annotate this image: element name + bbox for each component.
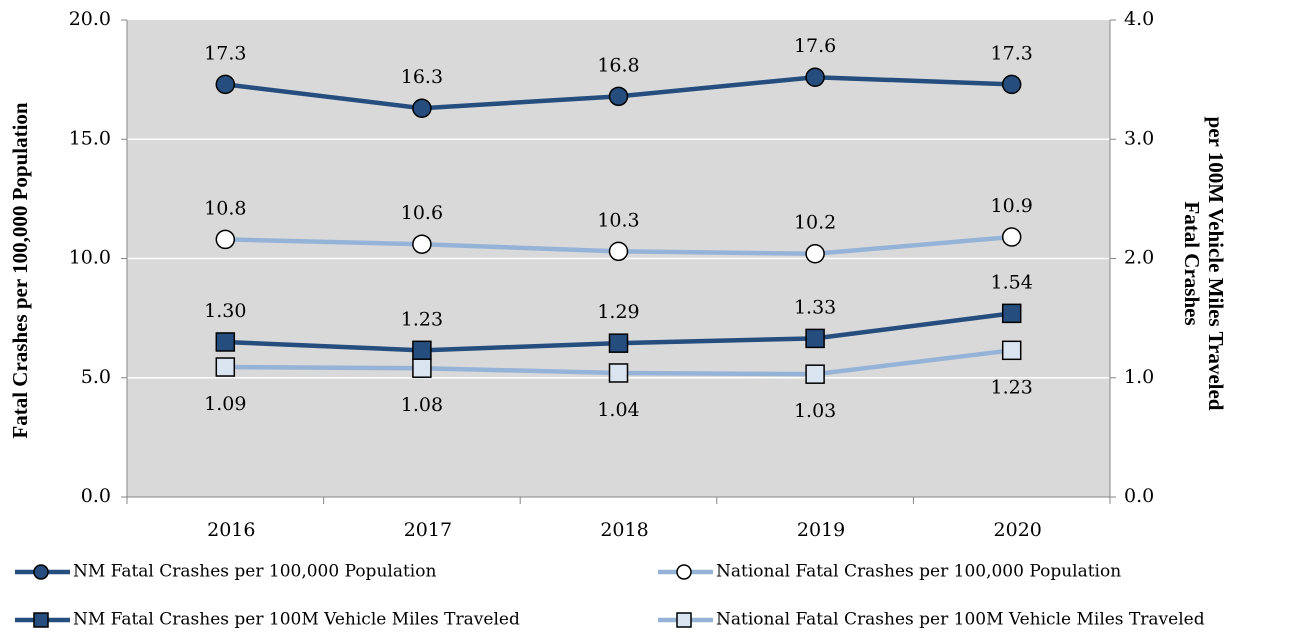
legend-marker	[676, 612, 692, 628]
data-point	[215, 74, 236, 95]
y2-tick-label: 0.0	[1124, 485, 1154, 507]
y2-tick-label: 2.0	[1124, 247, 1154, 269]
y-tick-label: 0.0	[81, 485, 111, 507]
y-axis-title: Fatal Crashes per 100,000 Population	[8, 102, 32, 439]
legend-marker	[33, 564, 49, 580]
data-label: 16.8	[597, 54, 639, 76]
data-label: 1.08	[401, 394, 443, 416]
data-label: 1.09	[204, 393, 246, 415]
data-point	[215, 229, 236, 250]
data-label: 17.6	[794, 35, 836, 57]
y-tick-label: 20.0	[69, 8, 111, 30]
data-point	[412, 340, 432, 361]
data-label: 17.3	[204, 42, 246, 64]
y2-axis-title: per 100M Vehicle Miles Traveled	[1204, 117, 1228, 411]
y-tick-label: 5.0	[81, 366, 111, 388]
data-point	[215, 357, 236, 377]
data-point	[608, 363, 629, 383]
data-point	[1001, 303, 1022, 324]
y-tick-label: 10.0	[69, 247, 111, 269]
data-label: 1.04	[597, 399, 639, 421]
data-label: 1.33	[794, 296, 836, 318]
data-label: 17.3	[991, 42, 1033, 64]
data-point	[805, 328, 825, 349]
data-label: 1.54	[991, 271, 1033, 293]
data-label: 10.9	[991, 195, 1033, 217]
legend-text: National Fatal Crashes per 100M Vehicle …	[716, 610, 1205, 630]
data-point	[412, 358, 432, 378]
data-label: 1.23	[991, 376, 1033, 398]
legend-marker	[33, 612, 49, 628]
y2-axis-title: Fatal Crashes	[1180, 201, 1204, 325]
legend-text: NM Fatal Crashes per 100,000 Population	[73, 562, 436, 582]
data-label: 16.3	[401, 66, 443, 88]
x-tick-label: 2020	[994, 519, 1042, 541]
x-tick-label: 2019	[797, 519, 845, 541]
legend-marker	[676, 564, 692, 580]
legend-text: National Fatal Crashes per 100,000 Popul…	[716, 562, 1121, 582]
data-label: 1.29	[597, 301, 639, 323]
data-point	[412, 234, 432, 254]
data-label: 1.23	[401, 308, 443, 330]
data-label: 10.3	[597, 209, 639, 231]
data-label: 10.6	[401, 202, 443, 224]
data-point	[608, 333, 629, 353]
data-point	[1001, 227, 1022, 247]
x-tick-label: 2018	[600, 519, 648, 541]
data-point	[215, 332, 236, 352]
data-point	[608, 86, 629, 107]
y2-tick-label: 3.0	[1124, 127, 1154, 149]
y2-tick-label: 1.0	[1124, 366, 1154, 388]
y-tick-label: 15.0	[69, 127, 111, 149]
y2-tick-label: 4.0	[1124, 8, 1154, 30]
data-point	[608, 241, 629, 262]
legend-text: NM Fatal Crashes per 100M Vehicle Miles …	[73, 610, 520, 630]
data-label: 10.8	[204, 197, 246, 219]
data-point	[805, 364, 825, 384]
x-tick-label: 2016	[207, 519, 255, 541]
data-label: 10.2	[794, 212, 836, 234]
x-tick-label: 2017	[404, 519, 452, 541]
data-point	[805, 67, 825, 87]
data-point	[1001, 340, 1022, 361]
data-label: 1.30	[204, 300, 246, 322]
data-point	[412, 98, 432, 118]
data-point	[805, 243, 825, 264]
data-point	[1001, 74, 1022, 95]
data-label: 1.03	[794, 400, 836, 422]
